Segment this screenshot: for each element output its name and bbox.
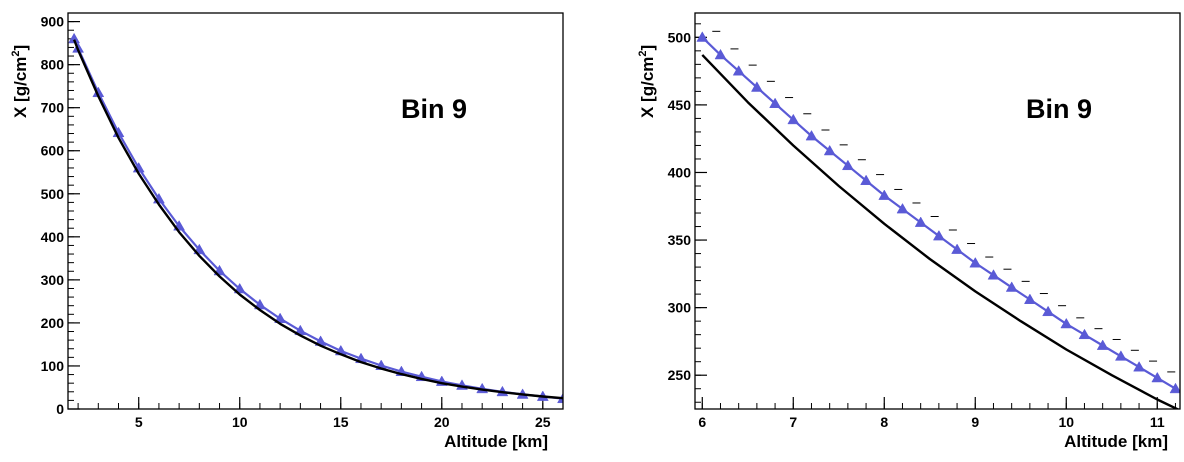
right-x-tick-label: 6 <box>698 414 706 430</box>
left-x-tick-label: 10 <box>232 414 248 430</box>
left-y-tick-label: 200 <box>41 315 65 331</box>
left-x-tick-label: 20 <box>434 414 450 430</box>
right-y-tick-label: 250 <box>668 367 692 383</box>
right-x-tick-label: 10 <box>1058 414 1074 430</box>
right-triangle-marker <box>787 113 800 125</box>
right-triangle-marker <box>932 229 945 241</box>
right-series <box>696 30 1180 409</box>
right-black-curve <box>701 54 1180 409</box>
right-triangle-marker <box>1023 293 1036 304</box>
left-y-tick-label: 900 <box>41 14 65 30</box>
right-y-axis-title: X [g/cm2] <box>637 45 657 118</box>
right-y-tick-label: 350 <box>668 232 692 248</box>
left-x-axis-title: Altitude [km] <box>444 432 548 451</box>
right-triangle-marker <box>696 31 709 42</box>
right-triangle-marker <box>1133 361 1146 372</box>
right-triangle-marker <box>987 269 1000 280</box>
left-y-tick-label: 600 <box>41 143 65 159</box>
right-plot-frame <box>694 12 1181 410</box>
right-triangle-marker <box>860 174 873 185</box>
right-ticks <box>695 23 1176 409</box>
right-triangle-marker <box>714 48 727 60</box>
right-blue-curve <box>701 36 1177 390</box>
right-triangle-marker <box>769 97 782 108</box>
right-triangle-marker <box>1042 305 1055 317</box>
right-triangle-marker <box>878 189 891 200</box>
right-triangle-marker <box>1151 371 1164 383</box>
right-x-tick-label: 8 <box>880 414 888 430</box>
left-x-tick-label: 25 <box>535 414 551 430</box>
right-y-tick-label: 400 <box>668 164 692 180</box>
right-triangle-marker <box>1078 328 1091 340</box>
left-chart-svg: 5 10 15 20 25 0 100 200 300 400 500 600 700 800 900 Al… <box>10 12 564 451</box>
right-triangle-marker <box>841 159 854 171</box>
left-x-tick-label: 15 <box>333 414 349 430</box>
right-triangle-marker <box>951 243 964 254</box>
right-y-tick-label: 500 <box>668 29 692 45</box>
right-triangle-marker <box>732 65 745 76</box>
left-x-tick-label: 5 <box>135 414 143 430</box>
right-chart-svg: 6 7 8 9 10 11 250 300 350 400 450 500 Altitude [km]… <box>637 12 1181 451</box>
left-black-curve <box>72 39 563 400</box>
right-y-tick-label: 300 <box>668 300 692 316</box>
left-y-tick-label: 800 <box>41 57 65 73</box>
right-triangle-marker <box>750 81 763 92</box>
right-y-tick-label: 450 <box>668 97 692 113</box>
right-triangle-marker <box>1169 382 1180 394</box>
left-series <box>68 32 563 404</box>
right-triangle-marker <box>805 129 818 141</box>
left-y-tick-label: 400 <box>41 229 65 245</box>
right-triangle-marker <box>1060 317 1073 329</box>
left-y-tick-label: 300 <box>41 272 65 288</box>
left-y-tick-label: 500 <box>41 186 65 202</box>
left-plot-frame <box>67 12 564 410</box>
left-y-tick-label: 700 <box>41 100 65 116</box>
right-triangle-marker <box>896 202 909 214</box>
right-triangle-marker <box>1005 281 1018 292</box>
left-y-axis-title: X [g/cm2] <box>10 45 30 118</box>
right-triangle-marker <box>969 256 982 268</box>
left-bin-label: Bin 9 <box>401 94 467 124</box>
right-triangle-marker <box>1096 339 1109 350</box>
right-x-axis-title: Altitude [km] <box>1064 432 1168 451</box>
right-x-tick-label: 7 <box>789 414 797 430</box>
left-tick-labels: 5 10 15 20 25 0 100 200 300 400 500 600 700 800 900 <box>41 14 551 430</box>
right-triangle-marker <box>823 144 836 156</box>
right-triangle-marker <box>1114 350 1127 361</box>
left-y-tick-label: 100 <box>41 358 65 374</box>
left-chart-panel: 5 10 15 20 25 0 100 200 300 400 500 600 700 800 900 Al… <box>0 0 592 457</box>
left-ticks <box>68 12 564 410</box>
right-x-tick-label: 9 <box>971 414 979 430</box>
right-x-tick-label: 11 <box>1150 414 1165 430</box>
left-y-tick-label: 0 <box>56 401 64 417</box>
right-bin-label: Bin 9 <box>1026 94 1092 124</box>
right-chart-panel: 6 7 8 9 10 11 250 300 350 400 450 500 Altitude [km]… <box>592 0 1184 457</box>
right-tick-labels: 6 7 8 9 10 11 250 300 350 400 450 500 <box>668 29 1165 430</box>
right-triangle-marker <box>914 216 927 227</box>
